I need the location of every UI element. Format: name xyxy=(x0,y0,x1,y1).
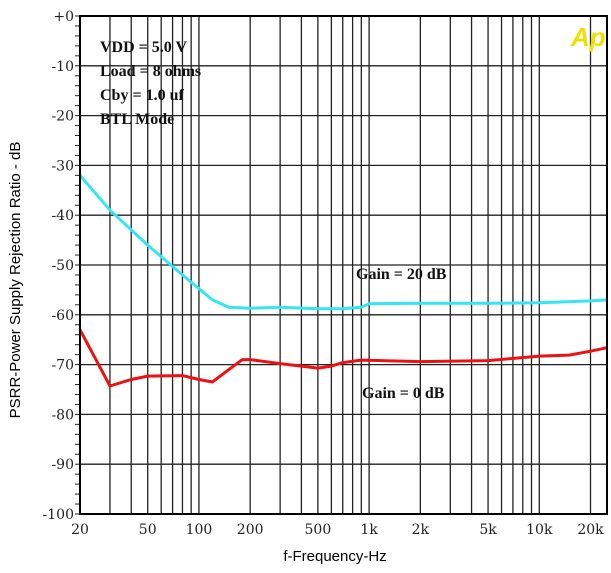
series-label-gain20: Gain = 20 dB xyxy=(356,266,447,283)
series-line-gain-0db xyxy=(78,328,608,388)
x-tick-label: 20 xyxy=(71,522,89,538)
series-label-gain0: Gain = 0 dB xyxy=(362,385,445,402)
annotation-vdd: VDD = 5.0 V xyxy=(100,39,187,56)
y-tick-label: -70 xyxy=(51,358,74,374)
y-tick-label: -30 xyxy=(51,158,74,174)
grid-layer xyxy=(75,15,607,515)
y-tick-label: -60 xyxy=(51,308,74,324)
x-tick-label: 200 xyxy=(237,522,264,538)
y-axis-label: PSRR-Power Supply Rejection Ratio - dB xyxy=(7,142,24,419)
plot-frame xyxy=(79,15,608,515)
y-tick-label: -80 xyxy=(51,407,74,423)
y-tick-label: +0 xyxy=(53,9,74,25)
x-tick-label: 5k xyxy=(479,522,497,538)
ap-logo: Ap xyxy=(570,22,606,52)
y-tick-label: -50 xyxy=(51,258,74,274)
series-line-gain-20db xyxy=(78,174,608,311)
y-tick-label: -20 xyxy=(51,109,74,125)
x-tick-label: 2k xyxy=(412,522,430,538)
annotation-cby: Cby = 1.0 uf xyxy=(100,87,184,104)
conditions-annotation: VDD = 5.0 V Load = 8 ohms Cby = 1.0 uf B… xyxy=(100,39,201,128)
y-tick-label: -100 xyxy=(43,507,74,523)
x-tick-label: 20k xyxy=(577,522,604,538)
y-tick-label: -40 xyxy=(51,208,74,224)
x-axis-label: f-Frequency-Hz xyxy=(283,548,386,565)
annotation-mode: BTL Mode xyxy=(100,111,174,128)
y-tick-label: -10 xyxy=(51,59,74,75)
y-tick-label: -90 xyxy=(51,457,74,473)
x-tick-label: 10k xyxy=(526,522,553,538)
annotation-load: Load = 8 ohms xyxy=(100,63,201,80)
x-tick-label: 100 xyxy=(186,522,213,538)
series-layer xyxy=(78,174,608,388)
x-tick-label: 50 xyxy=(139,522,157,538)
x-tick-label: 1k xyxy=(360,522,378,538)
x-tick-label: 500 xyxy=(305,522,332,538)
